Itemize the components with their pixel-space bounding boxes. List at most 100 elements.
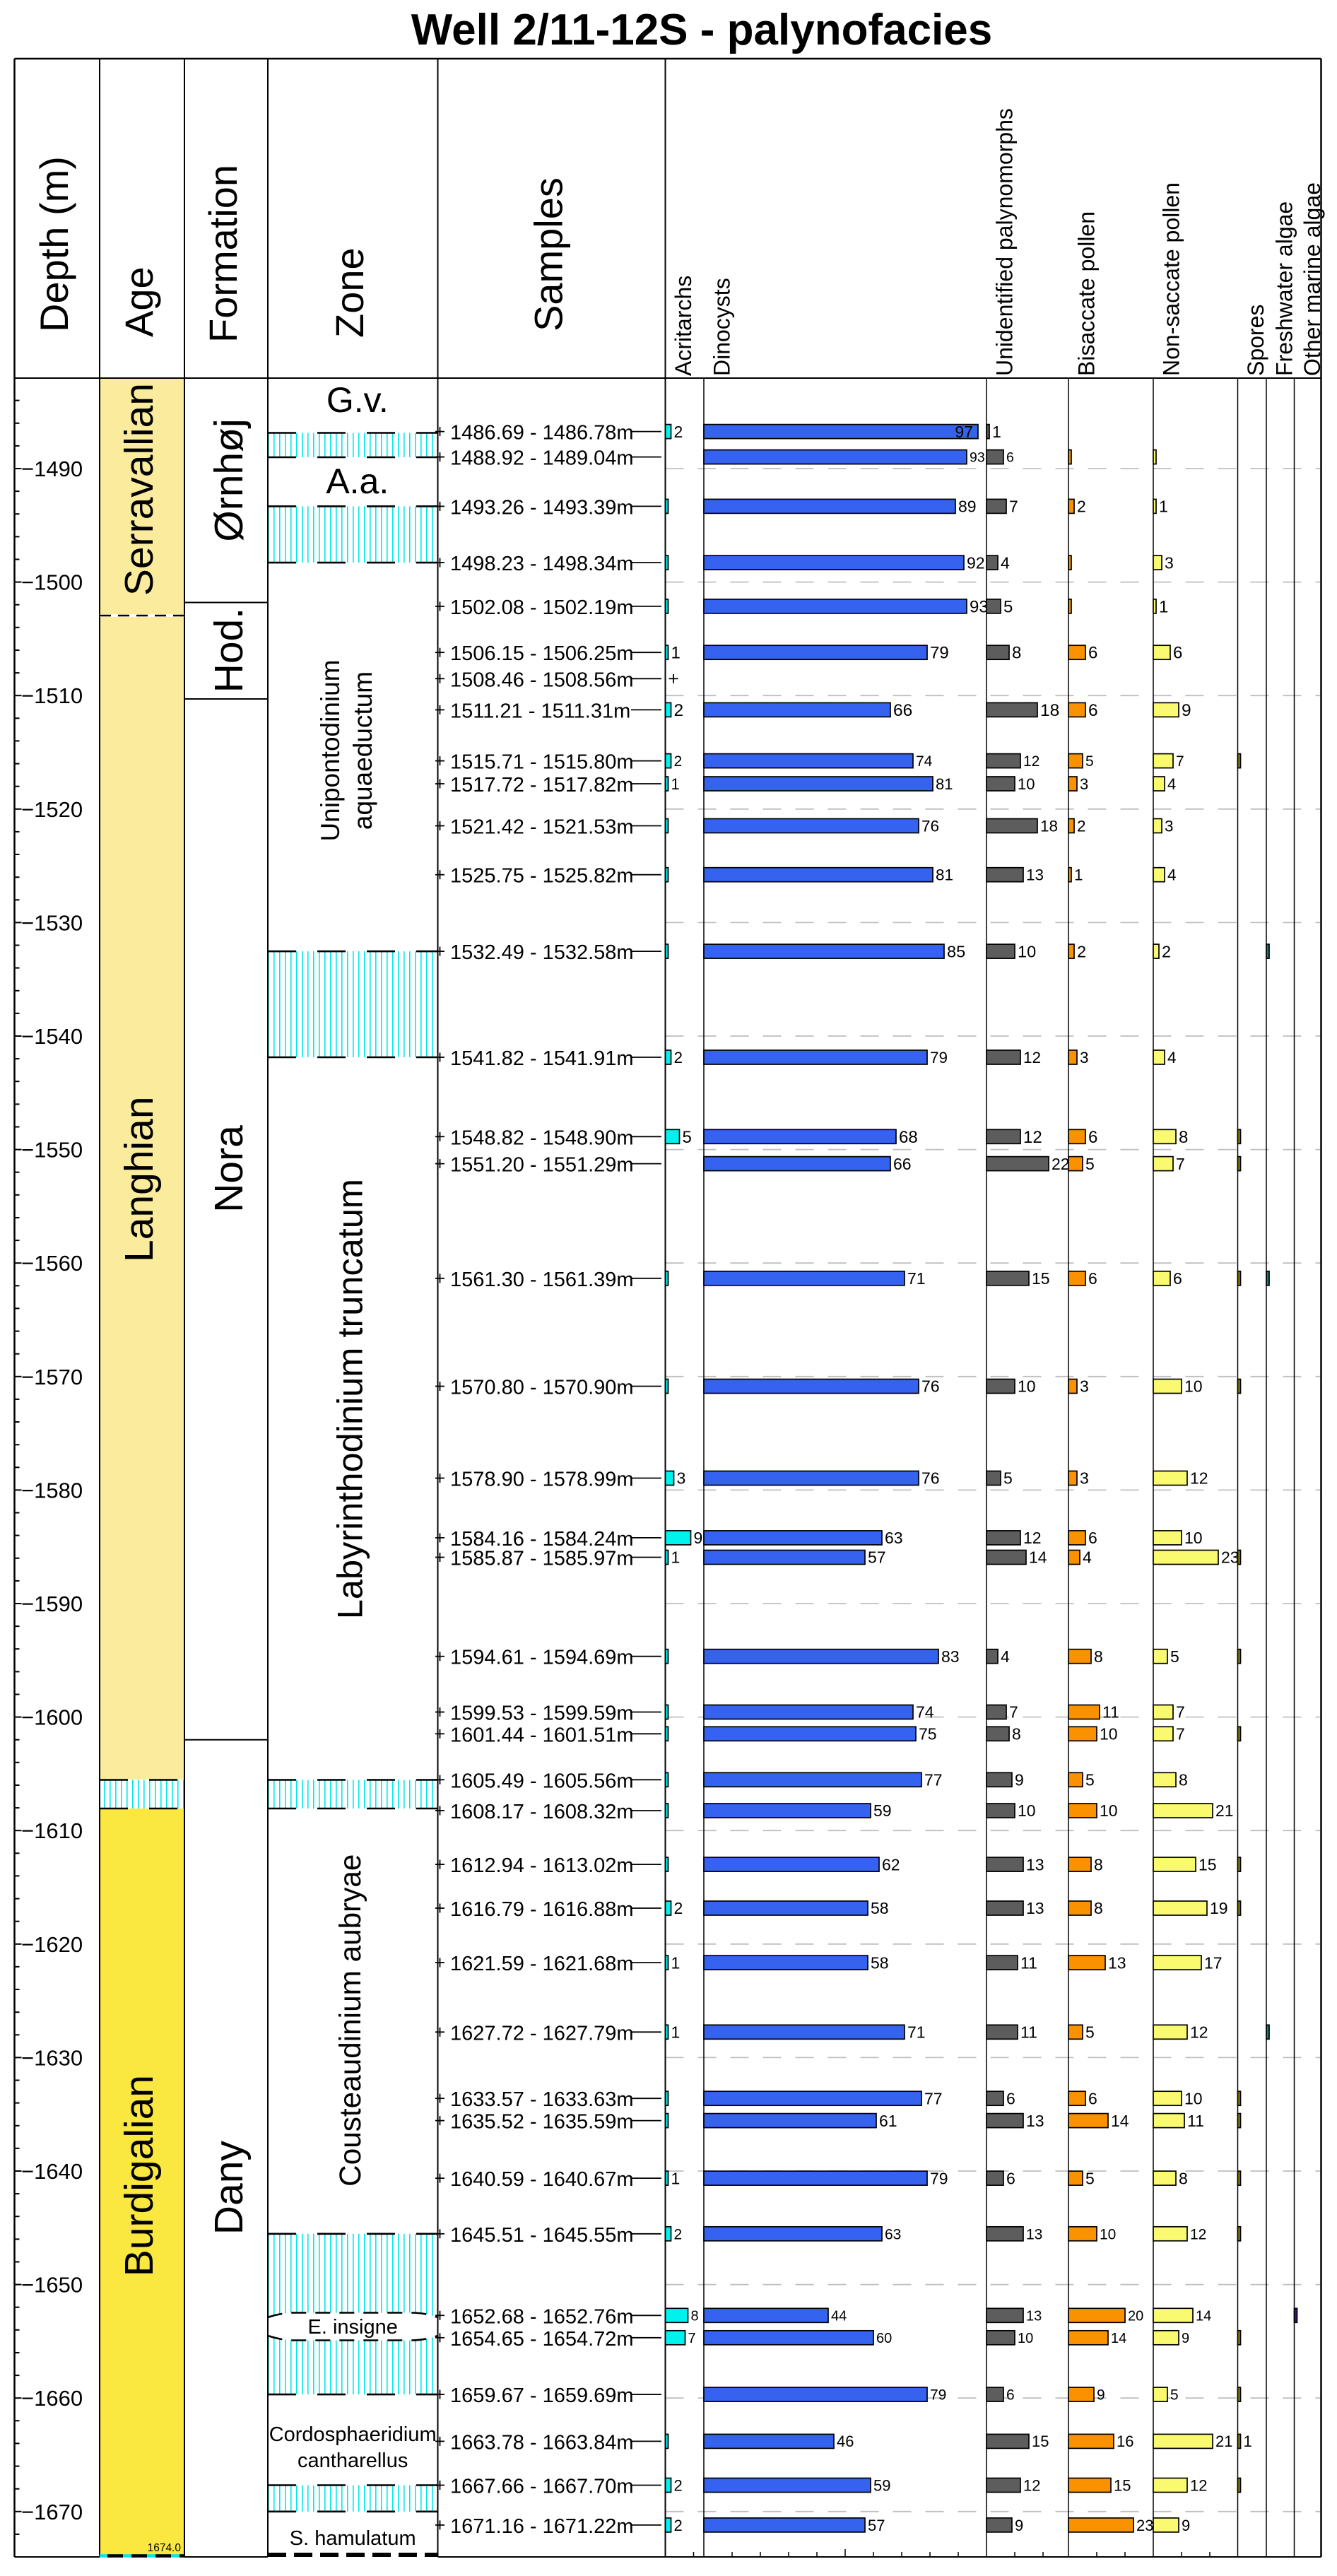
svg-text:1621.59 - 1621.68m: 1621.59 - 1621.68m — [450, 1953, 634, 1975]
svg-text:1671.16 - 1671.22m: 1671.16 - 1671.22m — [450, 2515, 634, 2538]
svg-text:5: 5 — [1085, 1155, 1095, 1173]
svg-text:1594.61 - 1594.69m: 1594.61 - 1594.69m — [450, 1647, 634, 1669]
svg-text:1502.08 - 1502.19m: 1502.08 - 1502.19m — [450, 596, 634, 619]
svg-text:6: 6 — [1088, 1128, 1097, 1147]
svg-text:1585.87 - 1585.97m: 1585.87 - 1585.97m — [450, 1548, 634, 1570]
svg-text:22: 22 — [1052, 1155, 1070, 1173]
svg-text:9: 9 — [1015, 1771, 1024, 1789]
svg-text:93: 93 — [970, 450, 985, 466]
svg-text:8: 8 — [691, 2308, 699, 2324]
svg-text:Age: Age — [117, 266, 161, 337]
svg-text:59: 59 — [873, 1801, 892, 1820]
svg-text:15: 15 — [1114, 2476, 1131, 2494]
svg-text:1599.53 - 1599.59m: 1599.53 - 1599.59m — [450, 1702, 634, 1725]
svg-text:6: 6 — [1088, 2089, 1097, 2107]
svg-text:1663.78 - 1663.84m: 1663.78 - 1663.84m — [450, 2431, 634, 2454]
svg-text:−1490: −1490 — [21, 457, 83, 481]
svg-text:23: 23 — [1136, 2517, 1153, 2534]
svg-text:6: 6 — [1006, 2169, 1015, 2187]
svg-text:12: 12 — [1023, 1128, 1042, 1147]
svg-text:10: 10 — [1100, 1801, 1118, 1820]
svg-text:−1560: −1560 — [21, 1251, 83, 1276]
svg-text:13: 13 — [1108, 1953, 1126, 1972]
svg-text:13: 13 — [1026, 2112, 1044, 2130]
svg-text:Labyrinthodinium truncatum: Labyrinthodinium truncatum — [329, 1179, 370, 1619]
svg-text:3: 3 — [1080, 1049, 1089, 1066]
svg-text:13: 13 — [1026, 866, 1044, 884]
svg-text:1570.80 - 1570.90m: 1570.80 - 1570.90m — [450, 1377, 634, 1399]
svg-text:18: 18 — [1040, 701, 1059, 720]
svg-text:77: 77 — [924, 1771, 943, 1789]
svg-text:17: 17 — [1204, 1953, 1223, 1972]
svg-text:92: 92 — [967, 553, 985, 572]
svg-text:2: 2 — [1077, 943, 1086, 961]
svg-text:10: 10 — [1100, 2226, 1116, 2242]
svg-text:−1640: −1640 — [21, 2159, 83, 2184]
svg-text:8: 8 — [1012, 644, 1021, 663]
svg-text:1654.65 - 1654.72m: 1654.65 - 1654.72m — [450, 2328, 634, 2351]
svg-text:59: 59 — [873, 2476, 890, 2494]
svg-text:7: 7 — [688, 2331, 696, 2346]
svg-text:4: 4 — [1001, 1647, 1010, 1666]
svg-text:79: 79 — [930, 2387, 946, 2404]
svg-text:8: 8 — [1179, 1128, 1188, 1147]
svg-text:E. insigne: E. insigne — [308, 2316, 398, 2339]
svg-text:6: 6 — [1006, 2387, 1015, 2404]
svg-text:66: 66 — [893, 701, 912, 720]
svg-text:5: 5 — [1170, 1647, 1179, 1666]
svg-text:6: 6 — [1088, 644, 1097, 663]
svg-text:10: 10 — [1184, 1377, 1203, 1396]
svg-text:Nora: Nora — [206, 1125, 252, 1213]
svg-text:Langhian: Langhian — [117, 1096, 162, 1262]
svg-text:8: 8 — [1012, 1725, 1021, 1743]
svg-text:9: 9 — [1015, 2517, 1023, 2534]
svg-text:74: 74 — [916, 1703, 934, 1722]
svg-text:Dinocysts: Dinocysts — [709, 278, 735, 376]
svg-text:1: 1 — [671, 1548, 681, 1567]
svg-text:5: 5 — [1170, 2387, 1179, 2404]
svg-text:57: 57 — [868, 2517, 885, 2534]
svg-text:1: 1 — [671, 1953, 681, 1972]
svg-text:1515.71 - 1515.80m: 1515.71 - 1515.80m — [450, 751, 634, 774]
svg-text:8: 8 — [1094, 1647, 1103, 1666]
svg-text:11: 11 — [1187, 2112, 1204, 2130]
svg-text:2: 2 — [674, 423, 683, 441]
svg-text:46: 46 — [837, 2433, 854, 2450]
svg-text:1486.69 - 1486.78m: 1486.69 - 1486.78m — [450, 422, 634, 445]
svg-text:79: 79 — [930, 644, 949, 663]
svg-text:2: 2 — [674, 2517, 683, 2534]
svg-text:1: 1 — [1244, 2433, 1252, 2450]
svg-text:7: 7 — [1176, 1703, 1185, 1722]
svg-text:11: 11 — [1020, 1953, 1037, 1972]
svg-text:Zone: Zone — [327, 247, 372, 338]
svg-text:−1630: −1630 — [21, 2045, 83, 2070]
svg-text:1517.72 - 1517.82m: 1517.72 - 1517.82m — [450, 774, 634, 796]
svg-text:5: 5 — [683, 1128, 692, 1147]
svg-text:1: 1 — [1074, 866, 1083, 884]
svg-text:10: 10 — [1018, 775, 1035, 793]
svg-text:12: 12 — [1023, 753, 1039, 770]
svg-text:1561.30 - 1561.39m: 1561.30 - 1561.39m — [450, 1269, 634, 1291]
svg-text:2: 2 — [674, 2476, 683, 2494]
svg-text:2: 2 — [1162, 943, 1171, 961]
svg-text:44: 44 — [831, 2308, 847, 2324]
svg-text:9: 9 — [694, 1529, 703, 1547]
svg-text:21: 21 — [1215, 2433, 1232, 2450]
svg-text:Spores: Spores — [1243, 305, 1268, 376]
svg-text:81: 81 — [936, 866, 953, 884]
svg-text:81: 81 — [936, 775, 953, 793]
svg-text:1612.94 - 1613.02m: 1612.94 - 1613.02m — [450, 1854, 634, 1877]
svg-text:1652.68 - 1652.76m: 1652.68 - 1652.76m — [450, 2305, 634, 2328]
svg-text:Formation: Formation — [201, 165, 245, 343]
svg-text:1608.17 - 1608.32m: 1608.17 - 1608.32m — [450, 1801, 634, 1823]
svg-text:5: 5 — [1085, 2023, 1095, 2042]
svg-text:75: 75 — [919, 1725, 937, 1743]
svg-text:1508.46 - 1508.56m: 1508.46 - 1508.56m — [450, 669, 634, 691]
svg-text:−1650: −1650 — [21, 2273, 83, 2298]
svg-text:3: 3 — [1080, 775, 1088, 793]
svg-text:Other marine algae: Other marine algae — [1300, 182, 1325, 376]
svg-text:20: 20 — [1128, 2308, 1143, 2324]
svg-text:G.v.: G.v. — [326, 380, 389, 420]
svg-text:2: 2 — [674, 701, 684, 720]
svg-text:23: 23 — [1221, 1548, 1239, 1567]
